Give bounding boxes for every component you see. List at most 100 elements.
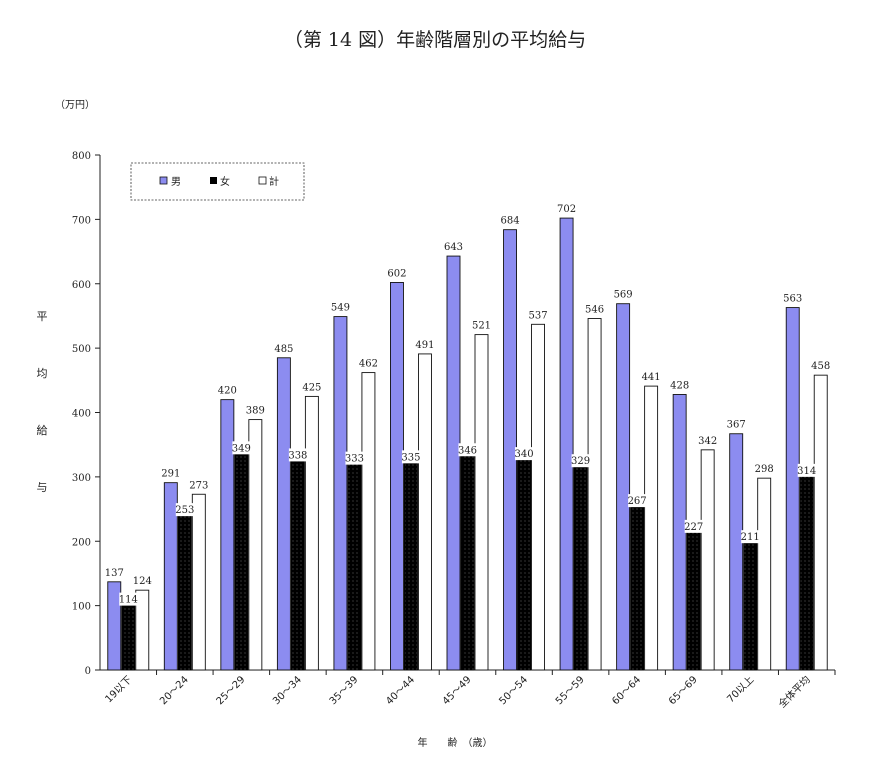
bar-male xyxy=(616,303,631,671)
data-label-male: 702 xyxy=(557,204,576,215)
bar-total xyxy=(531,323,545,671)
bar-male xyxy=(163,482,178,671)
data-label-female: 338 xyxy=(288,450,307,461)
bar-total xyxy=(644,385,659,671)
bar-female xyxy=(743,533,758,671)
bar-female xyxy=(234,444,249,671)
y-tick-label: 600 xyxy=(72,280,91,291)
data-label-female: 329 xyxy=(571,456,590,467)
bar-male xyxy=(107,581,122,671)
legend: 男 女 計 xyxy=(130,162,305,201)
bars xyxy=(107,217,828,671)
data-label-bg xyxy=(628,494,647,508)
bar-total xyxy=(248,419,263,671)
bar-female xyxy=(460,446,475,671)
legend-label-male: 男 xyxy=(171,176,181,188)
y-axis-label-char: 与 xyxy=(37,481,48,494)
data-label-female: 211 xyxy=(741,532,760,543)
x-tick-label: 19以下 xyxy=(103,674,134,705)
data-labels: 137 114 124 291 253 273 420 349 389 485 338 425 549 3… xyxy=(105,204,830,606)
bar-total xyxy=(700,449,715,671)
x-tick-label: 25～29 xyxy=(215,674,248,707)
bar-total xyxy=(587,318,602,671)
data-label-total: 298 xyxy=(755,464,774,475)
x-tick-label: 60～64 xyxy=(610,674,643,707)
data-label-total: 462 xyxy=(359,359,378,370)
bar-male xyxy=(559,217,574,671)
data-label-bg xyxy=(741,530,760,544)
data-label-total: 273 xyxy=(189,480,208,491)
y-axis-label-char: 均 xyxy=(37,367,48,380)
data-label-total: 546 xyxy=(585,305,604,316)
data-label-female: 349 xyxy=(232,443,251,454)
data-label-male: 367 xyxy=(727,420,746,431)
data-label-total: 521 xyxy=(472,321,491,332)
data-label-male: 549 xyxy=(331,303,350,314)
legend-label-female: 女 xyxy=(220,175,230,188)
data-label-female: 340 xyxy=(514,449,533,460)
data-label-male: 420 xyxy=(218,386,237,397)
bar-total xyxy=(474,334,489,671)
bar-male xyxy=(446,255,461,671)
bar-female xyxy=(517,450,531,671)
legend-swatch-male xyxy=(159,176,168,185)
data-label-total: 389 xyxy=(246,406,265,417)
bar-female xyxy=(347,455,362,671)
data-label-female: 114 xyxy=(119,595,138,606)
data-label-bg xyxy=(797,463,816,477)
data-label-total: 458 xyxy=(811,361,830,372)
bar-total xyxy=(813,374,828,671)
data-label-total: 425 xyxy=(302,382,321,393)
bar-female xyxy=(121,596,136,671)
chart-title: （第 14 図）年齢階層別の平均給与 xyxy=(284,29,586,51)
bar-female xyxy=(573,457,588,671)
data-label-male: 569 xyxy=(614,290,633,301)
data-label-bg xyxy=(232,441,251,455)
y-axis-label-char: 給 xyxy=(37,423,48,437)
bar-female xyxy=(686,523,701,671)
data-label-female: 314 xyxy=(797,466,816,477)
bar-male xyxy=(729,433,744,671)
data-label-bg xyxy=(571,454,590,468)
y-tick-label: 200 xyxy=(72,537,91,548)
x-tick-label: 50～54 xyxy=(497,674,530,707)
bar-total xyxy=(135,589,150,671)
data-label-female: 335 xyxy=(401,452,420,463)
y-tick-label: 800 xyxy=(72,151,91,162)
data-label-male: 485 xyxy=(274,344,293,355)
data-label-bg xyxy=(345,451,364,465)
data-label-male: 602 xyxy=(387,268,406,279)
data-label-female: 267 xyxy=(628,496,647,507)
data-label-female: 227 xyxy=(684,522,703,533)
bar-total xyxy=(418,353,432,671)
bar-total xyxy=(361,372,376,671)
data-label-female: 346 xyxy=(458,445,477,456)
legend-item-total: 計 xyxy=(258,175,279,188)
data-label-total: 124 xyxy=(133,576,152,587)
x-tick-label: 70以上 xyxy=(725,674,757,706)
y-tick-label: 100 xyxy=(72,602,91,613)
data-label-total: 441 xyxy=(642,372,661,383)
legend-item-male: 男 xyxy=(159,176,181,188)
y-unit-label: （万円） xyxy=(55,99,95,111)
bar-male xyxy=(333,316,348,671)
data-label-total: 342 xyxy=(698,436,717,447)
x-tick-label: 全体平均 xyxy=(775,673,812,710)
x-axis: 19以下 20～24 25～29 30～34 35～39 40～44 45～49 50～54 5… xyxy=(103,670,836,710)
bar-female xyxy=(404,453,418,671)
data-label-male: 137 xyxy=(105,568,124,579)
bar-female xyxy=(799,467,814,671)
y-tick-label: 700 xyxy=(72,215,91,226)
data-label-female: 333 xyxy=(345,454,364,465)
x-axis-label: 年 齢 （歳） xyxy=(418,736,493,749)
y-axis-label-char: 平 xyxy=(37,310,48,323)
x-tick-label: 45～49 xyxy=(441,674,474,707)
bar-total xyxy=(757,477,772,671)
x-tick-label: 20～24 xyxy=(158,674,191,707)
data-label-male: 291 xyxy=(161,469,180,480)
legend-swatch-female xyxy=(210,177,217,184)
data-label-bg xyxy=(458,443,477,457)
data-label-bg xyxy=(515,447,534,461)
x-tick-label: 40～44 xyxy=(384,674,417,707)
